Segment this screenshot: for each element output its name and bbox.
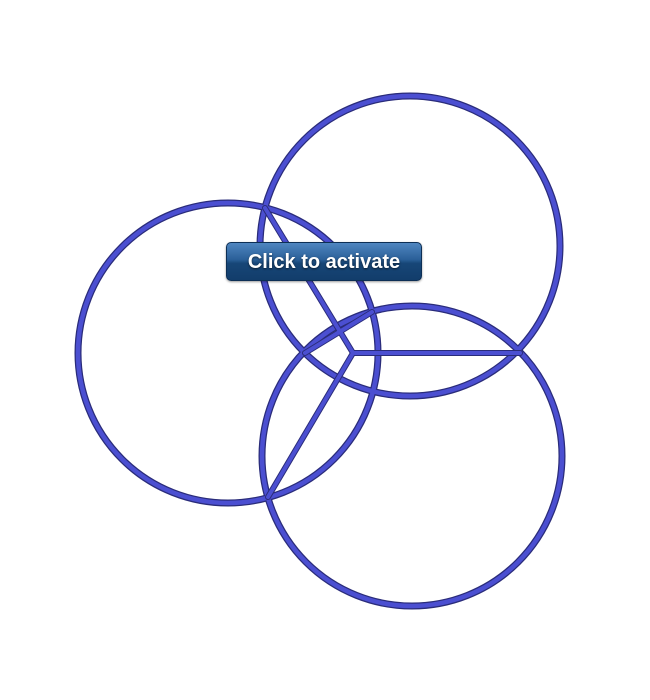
rings-group: [74, 92, 566, 610]
click-to-activate-button[interactable]: Click to activate: [226, 242, 422, 281]
